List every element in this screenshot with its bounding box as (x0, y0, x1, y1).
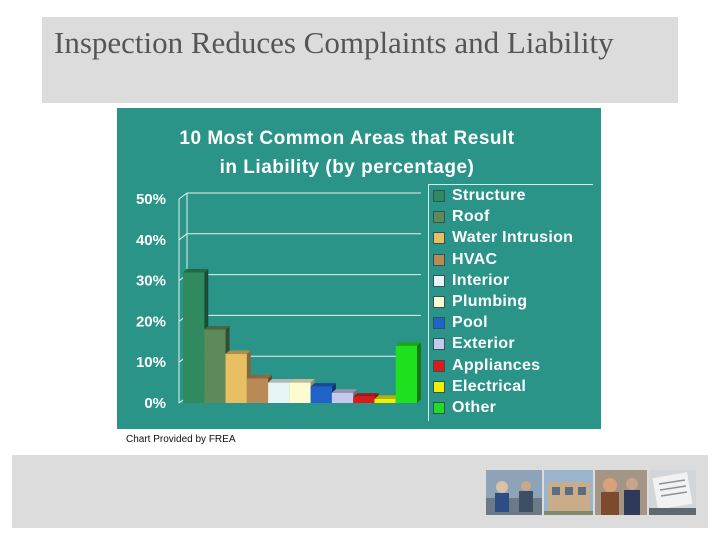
legend-item: Water Intrusion (433, 228, 573, 248)
worker-photo (486, 470, 542, 515)
bar-top (268, 379, 294, 383)
y-tick-label: 10% (136, 354, 166, 371)
legend-label: HVAC (452, 250, 498, 268)
building-photo (544, 470, 593, 515)
legend-swatch (433, 338, 445, 351)
chart-legend: Structure Roof Water Intrusion HVAC Interior… (428, 184, 593, 421)
bar-front (353, 396, 375, 403)
bar-front (310, 386, 332, 403)
bar-front (331, 392, 354, 403)
legend-swatch (433, 402, 445, 414)
bar-side (417, 342, 421, 403)
y-tick-label: 40% (136, 232, 166, 249)
legend-label: Plumbing (452, 293, 528, 310)
title-band: Inspection Reduces Complaints and Liabil… (42, 17, 678, 103)
bar-front (204, 329, 226, 403)
bar-top (204, 325, 230, 330)
bar-top (353, 393, 379, 397)
bar-top (310, 383, 336, 387)
bar-front (395, 345, 417, 403)
legend-swatch (433, 232, 445, 245)
gridline-diagonal (178, 192, 188, 200)
legend-swatch (433, 211, 445, 224)
chart-panel: 10 Most Common Areas that Result in Liab… (117, 108, 601, 429)
plot-back-wall (187, 193, 421, 397)
bar-front (268, 382, 290, 403)
bar-top (183, 268, 209, 273)
bar-top (246, 374, 273, 379)
bar-top (331, 389, 358, 393)
legend-label: Electrical (452, 377, 527, 395)
legend-label: Other (452, 399, 497, 416)
legend-label: Interior (452, 271, 510, 289)
bar-top (289, 379, 315, 383)
legend-item: Exterior (433, 334, 515, 354)
document-photo (649, 470, 696, 515)
legend-item: Plumbing (433, 292, 527, 312)
slide-title: Inspection Reduces Complaints and Liabil… (54, 25, 614, 60)
legend-item: Structure (433, 186, 526, 206)
legend-label: Appliances (452, 356, 541, 374)
chart-title: 10 Most Common Areas that Result in Liab… (117, 124, 577, 182)
bar-other (395, 342, 421, 403)
legend-item: HVAC (433, 250, 497, 270)
legend-item: Electrical (433, 377, 526, 397)
chart-title-line-2: in Liability (by percentage) (219, 157, 475, 178)
legend-label: Roof (452, 208, 490, 226)
legend-label: Structure (452, 187, 526, 204)
legend-item: Pool (433, 313, 488, 333)
chart-credit: Chart Provided by FREA (126, 434, 236, 445)
legend-label: Exterior (452, 335, 515, 353)
legend-item: Roof (433, 207, 490, 227)
y-tick-label: 0% (144, 395, 166, 412)
y-tick-label: 20% (136, 313, 166, 330)
y-tick-label: 50% (136, 191, 166, 208)
legend-swatch (433, 253, 445, 266)
inspectors-photo (595, 470, 647, 515)
legend-swatch (433, 317, 445, 330)
chart-title-line-1: 10 Most Common Areas that Result (179, 128, 515, 149)
legend-swatch (433, 274, 445, 287)
legend-label: Pool (452, 314, 488, 332)
legend-swatch (433, 296, 445, 308)
y-tick-label: 30% (136, 273, 166, 290)
gridline-diagonal (178, 233, 188, 241)
bar-front (225, 354, 247, 403)
footer-band (12, 455, 708, 528)
legend-label: Water Intrusion (452, 229, 574, 247)
bar-top (225, 350, 251, 355)
legend-swatch (433, 190, 445, 202)
bar-chart: 0% 10% 20% 30% 40% 50% (136, 191, 421, 412)
legend-item: Interior (433, 271, 510, 291)
legend-item: Other (433, 398, 496, 418)
bar-top (395, 342, 421, 346)
legend-item: Appliances (433, 356, 540, 376)
bar-front (246, 378, 269, 403)
legend-swatch (433, 359, 445, 372)
bar-front (183, 272, 205, 403)
bar-front (289, 382, 311, 403)
legend-swatch (433, 380, 445, 393)
bar-front (374, 398, 396, 403)
bar-top (374, 395, 400, 399)
